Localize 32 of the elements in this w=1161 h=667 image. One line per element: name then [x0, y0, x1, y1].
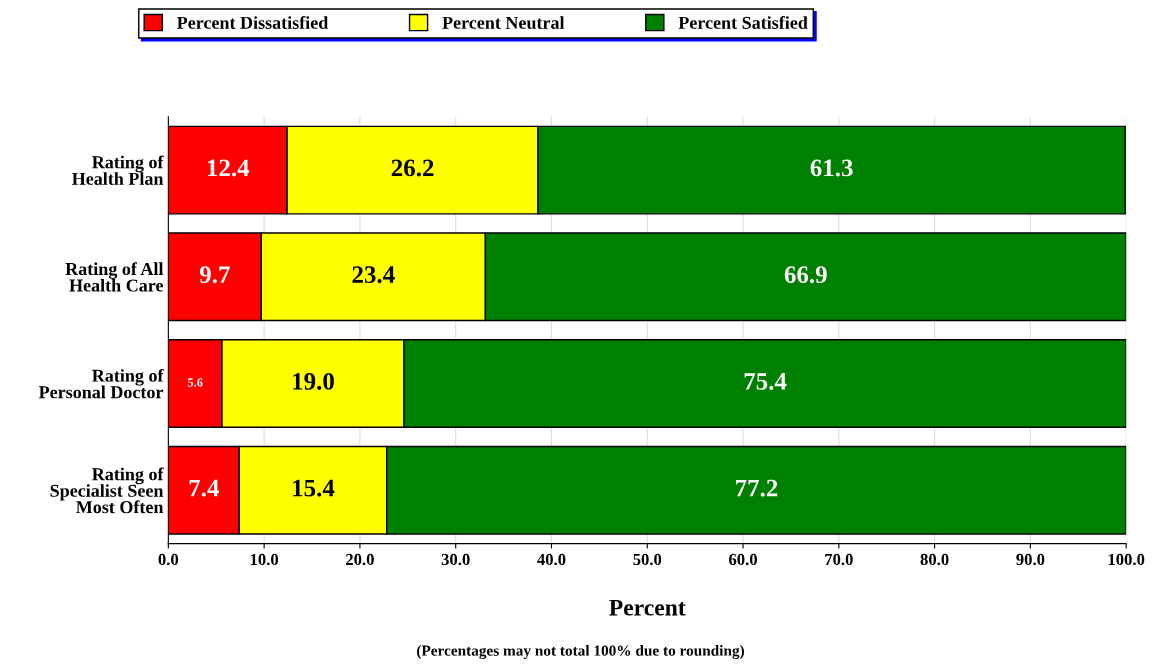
data-label: 12.4 [207, 159, 250, 177]
x-tick-label: 10.0 [250, 553, 279, 566]
x-axis-title: Percent [609, 599, 686, 616]
data-label: 9.7 [199, 266, 230, 284]
x-tick-label: 70.0 [825, 553, 853, 566]
legend-label: Percent Satisfied [678, 16, 808, 29]
y-tick-label: Rating of All Health Care [65, 262, 164, 292]
x-tick-label: 100.0 [1108, 553, 1145, 566]
x-tick-label: 20.0 [346, 553, 374, 566]
data-label: 5.6 [187, 378, 203, 387]
data-label: 61.3 [810, 159, 853, 177]
x-tick-label: 50.0 [633, 553, 662, 566]
data-label: 77.2 [736, 479, 778, 497]
text: (Percentages may not total 100% due to rounding) [417, 645, 744, 659]
data-label: 19.0 [293, 372, 334, 390]
x-tick-label: 80.0 [920, 553, 949, 566]
legend-label: Percent Dissatisfied [176, 16, 329, 29]
data-label: 66.9 [784, 266, 827, 284]
data-label: 23.4 [352, 266, 395, 284]
data-label: 26.2 [391, 159, 434, 177]
x-tick-label: 30.0 [441, 553, 470, 566]
x-tick-label: 60.0 [729, 553, 757, 566]
data-label: 15.4 [293, 479, 335, 497]
y-tick-label: Rating of Specialist Seen Most Often [50, 467, 164, 514]
legend-label: Percent Neutral [442, 16, 565, 29]
y-tick-label: Rating of Personal Doctor [38, 368, 164, 399]
x-tick-label: 90.0 [1016, 553, 1045, 566]
x-tick-label: 40.0 [537, 553, 566, 566]
y-tick-label: Rating of Health Plan [72, 155, 164, 185]
data-label: 7.4 [189, 479, 219, 497]
data-label: 75.4 [744, 373, 787, 390]
x-tick-label: 0.0 [158, 553, 179, 566]
